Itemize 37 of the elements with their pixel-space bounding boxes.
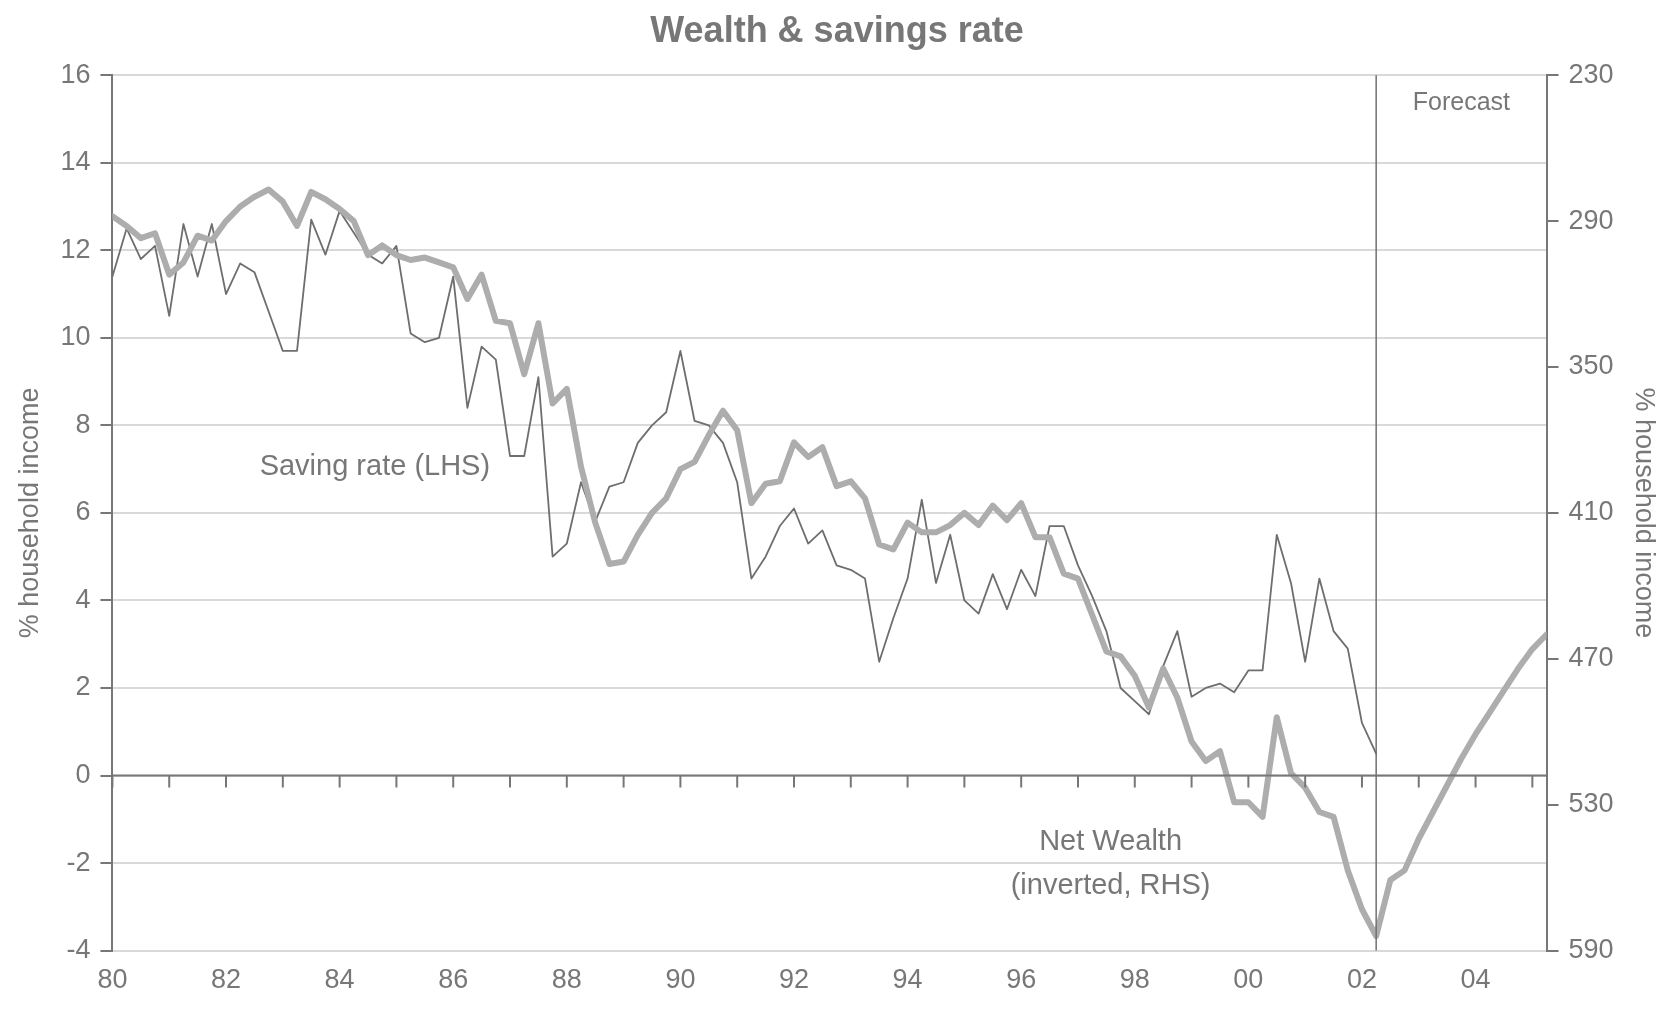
y2-tick-label: 470: [1568, 642, 1614, 673]
y2-tick-label: 530: [1568, 788, 1614, 819]
x-tick-label: 02: [1346, 964, 1377, 995]
x-tick-label: 00: [1233, 964, 1264, 995]
y-tick-label: 10: [60, 321, 91, 352]
y-tick-label: 14: [60, 146, 91, 177]
y-tick-label: 4: [75, 583, 91, 614]
series-label: Saving rate (LHS): [259, 448, 491, 481]
y-axis-title: % household income: [13, 387, 44, 639]
y-tick-label: 16: [60, 58, 91, 89]
y-tick-label: -4: [66, 934, 91, 965]
y-tick-label: -2: [66, 846, 91, 877]
x-tick-label: 94: [892, 964, 923, 995]
x-tick-label: 88: [551, 964, 582, 995]
y2-tick-label: 290: [1568, 204, 1614, 235]
x-tick-label: 98: [1119, 964, 1150, 995]
y2-tick-label: 410: [1568, 496, 1614, 527]
x-tick-label: 80: [97, 964, 128, 995]
y-tick-label: 0: [75, 758, 91, 789]
y2-tick-label: 230: [1568, 58, 1614, 89]
y-tick-label: 6: [75, 496, 91, 527]
y2-axis-title: % household income: [1630, 387, 1661, 639]
ref-line-label: Forecast: [1412, 87, 1511, 116]
y-tick-label: 12: [60, 233, 91, 264]
y2-tick-label: 590: [1568, 934, 1614, 965]
chart-title: Wealth & savings rate: [650, 8, 1024, 50]
y-tick-label: 8: [75, 408, 91, 439]
x-tick-label: 92: [778, 964, 810, 995]
series-label: Net Wealth (inverted, RHS): [1010, 824, 1211, 901]
x-tick-label: 90: [665, 964, 696, 995]
x-tick-label: 96: [1006, 964, 1037, 995]
x-tick-label: 04: [1460, 964, 1491, 995]
x-tick-label: 82: [211, 964, 242, 995]
y-tick-label: 2: [75, 671, 91, 702]
x-tick-label: 86: [438, 964, 469, 995]
y2-tick-label: 350: [1568, 350, 1614, 381]
x-tick-label: 84: [324, 964, 355, 995]
